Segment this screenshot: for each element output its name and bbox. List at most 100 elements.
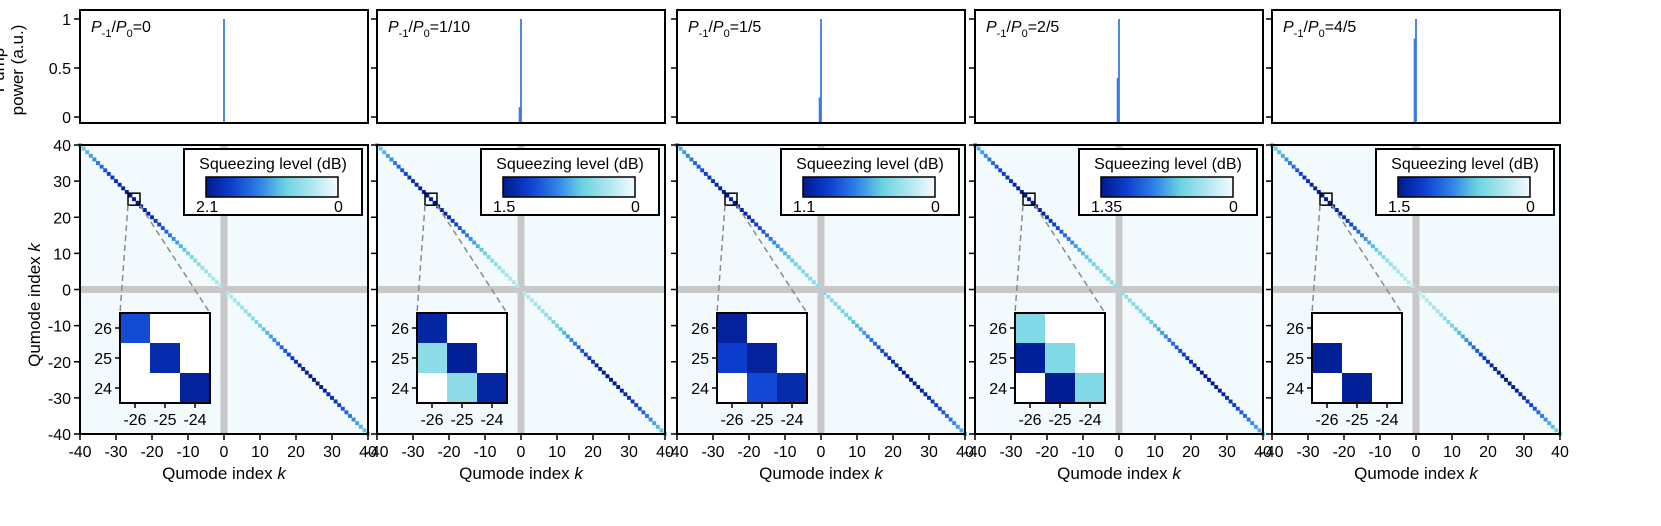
colorbar-max-label: 1.5 (493, 199, 515, 216)
inset-cell (1045, 343, 1075, 373)
diagonal-cell (880, 348, 885, 353)
diagonal-cell (1120, 291, 1125, 296)
diagonal-cell (214, 280, 219, 285)
diagonal-cell (826, 294, 831, 299)
diagonal-cell (1424, 298, 1429, 303)
title-sub: -1 (997, 28, 1007, 40)
diagonal-cell (1059, 229, 1064, 234)
diagonal-cell (540, 309, 545, 314)
diagonal-cell (1037, 208, 1042, 212)
xlabel-k: k (277, 464, 287, 483)
diagonal-cell (1439, 312, 1444, 317)
zoom-box-2 (416, 192, 508, 314)
squeezing-matrix-4: -40 -30 -20 -10 0 10 20 30 40 Qumode index k Squee… (963, 143, 1272, 483)
xtick-label: -20 (140, 444, 163, 461)
xlabel-text: Qumode index (162, 464, 277, 483)
diagonal-cell (1352, 226, 1357, 231)
diagonal-cell (99, 164, 104, 169)
diagonal-cell (998, 168, 1003, 173)
colorbar-title: Squeezing level (dB) (1391, 156, 1539, 173)
zoom-box-1 (119, 192, 211, 314)
diagonal-cell (1009, 179, 1013, 184)
inset-xtick-label: -24 (480, 412, 503, 429)
ytick-label: -20 (48, 355, 71, 372)
diagonal-cell (490, 258, 495, 263)
diagonal-cell (443, 211, 448, 216)
zoom-square (1319, 192, 1333, 206)
xtick-label: 20 (584, 444, 602, 461)
diagonal-cell (1363, 236, 1368, 241)
diagonal-cell (1378, 251, 1382, 256)
diagonal-cell (630, 399, 635, 404)
xtick-label: 10 (548, 444, 566, 461)
diagonal-cell (1367, 240, 1372, 245)
inset-cell (120, 313, 150, 343)
diagonal-cell (790, 258, 795, 263)
pump-spectrum-1: 00.51 P-1/P0=0 (49, 9, 369, 127)
zoom-connector (736, 204, 808, 314)
diagonal-cell (1540, 413, 1544, 418)
xtick-label: -40 (365, 444, 388, 461)
colorbar-max-label: 1.1 (793, 199, 815, 216)
diagonal-cell (1214, 385, 1219, 389)
xtick-label: 10 (848, 444, 866, 461)
diagonal-cell (637, 406, 642, 411)
diagonal-cell (472, 240, 477, 245)
diagonal-cell (1063, 233, 1067, 238)
diagonal-cell (994, 164, 999, 169)
diagonal-cell (1450, 323, 1454, 328)
diagonal-cell (898, 367, 903, 371)
diagonal-cell (945, 413, 949, 418)
diagonal-cell (609, 377, 613, 382)
diagonal-cell (1302, 175, 1307, 180)
diagonal-cell (1239, 410, 1244, 415)
inset-xtick-label: -25 (153, 412, 176, 429)
diagonal-cell (808, 276, 813, 281)
xtick-label: -10 (1368, 444, 1391, 461)
xtick-label: 0 (517, 444, 526, 461)
xtick-label: 0 (817, 444, 826, 461)
inset-2: -26 -25 -24 26 25 24 (391, 312, 508, 429)
inset-cell (477, 373, 507, 403)
diagonal-cell (580, 348, 585, 353)
diagonal-cell (952, 421, 957, 426)
diagonal-cell (587, 356, 592, 361)
title-P: P (1283, 19, 1294, 36)
diagonal-cell (976, 146, 981, 151)
diagonal-cell (286, 352, 291, 357)
bottom-ylabel: Qumode index k (25, 242, 44, 367)
inset-ytick-label: 26 (1286, 321, 1304, 338)
diagonal-cell (272, 338, 277, 343)
zoom-square (1022, 192, 1036, 206)
diagonal-cell (117, 182, 122, 187)
inset-xtick-label: -26 (1018, 412, 1041, 429)
xlabel-text: Qumode index (1057, 464, 1172, 483)
diagonal-cell (1178, 348, 1183, 353)
xtick-label: 20 (1479, 444, 1497, 461)
top-ylabel-line2: power (a.u.) (8, 25, 27, 116)
inset-xtick-label: -26 (1315, 412, 1338, 429)
diagonal-cell (655, 424, 660, 429)
diagonal-cell (218, 283, 223, 288)
diagonal-cell (601, 370, 606, 375)
colorbar-title: Squeezing level (dB) (1094, 156, 1242, 173)
diagonal-cell (558, 327, 563, 332)
diagonal-cell (465, 233, 469, 238)
pump-frame (974, 9, 1264, 124)
diagonal-cell (1131, 301, 1136, 306)
title-P0: P (1308, 19, 1319, 36)
diagonal-cell (421, 190, 426, 194)
diagonal-cell (362, 428, 367, 433)
diagonal-cell (1196, 367, 1201, 371)
xtick-label: -20 (437, 444, 460, 461)
diagonal-cell (454, 222, 459, 227)
diagonal-cell (1284, 157, 1289, 162)
title-slash: / (111, 19, 116, 36)
diagonal-cell (987, 157, 992, 162)
diagonal-cell (569, 338, 574, 343)
diagonal-cell (743, 211, 748, 216)
diagonal-cell (81, 146, 86, 151)
diagonal-cell (261, 327, 266, 332)
diagonal-cell (711, 179, 715, 184)
